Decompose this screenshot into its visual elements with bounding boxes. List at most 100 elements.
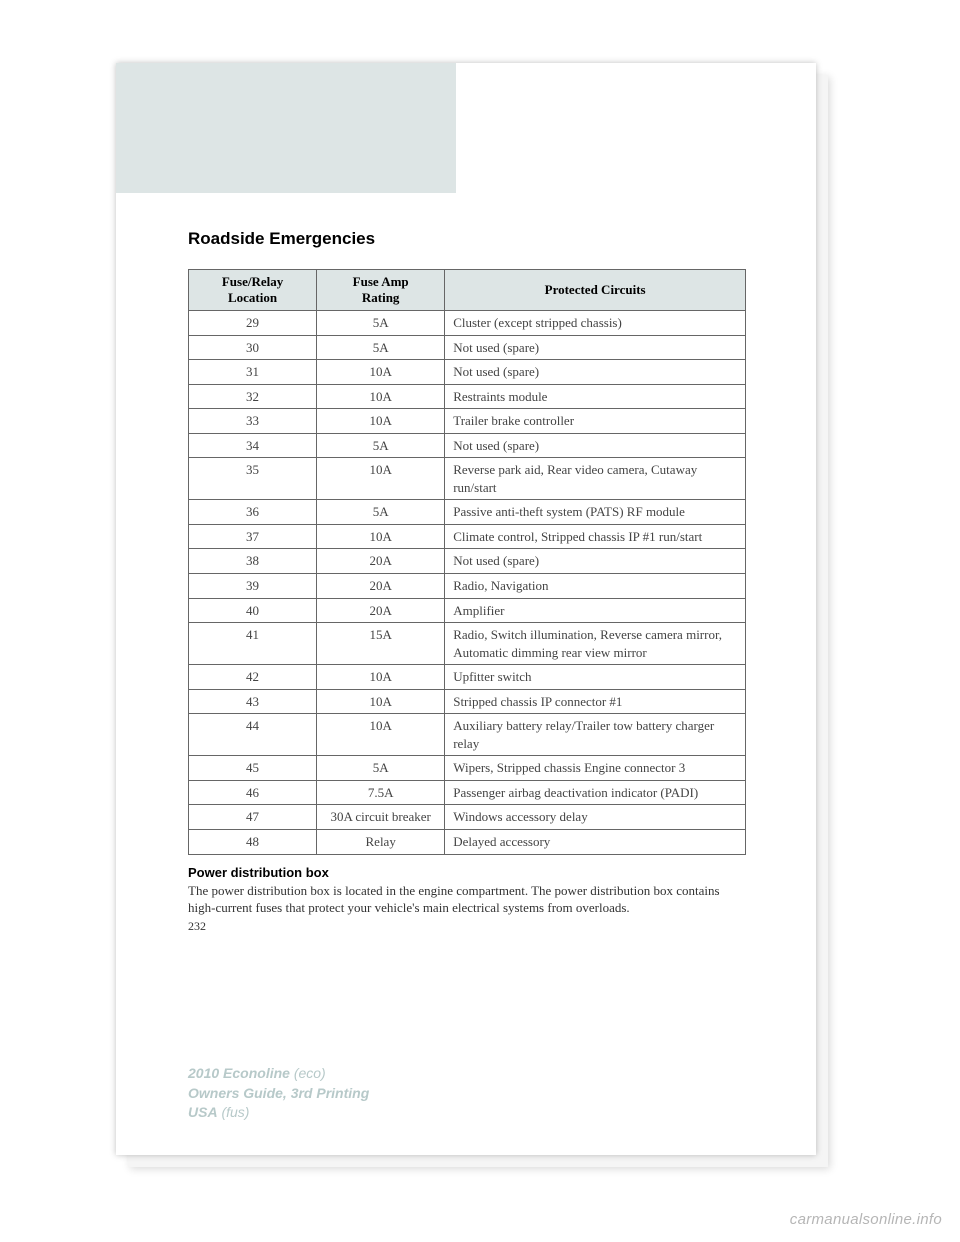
cell-circuits: Reverse park aid, Rear video camera, Cut… bbox=[445, 458, 746, 500]
table-row: 305ANot used (spare) bbox=[189, 335, 746, 360]
th-amp-l2: Rating bbox=[362, 290, 400, 305]
cell-circuits: Stripped chassis IP connector #1 bbox=[445, 689, 746, 714]
content-area: Roadside Emergencies Fuse/Relay Location… bbox=[116, 229, 816, 934]
cell-location: 34 bbox=[189, 433, 317, 458]
cell-amp: 20A bbox=[317, 549, 445, 574]
th-amp-l1: Fuse Amp bbox=[353, 274, 409, 289]
footer-region-code: (fus) bbox=[218, 1104, 250, 1120]
table-row: 3110ANot used (spare) bbox=[189, 360, 746, 385]
table-row: 3820ANot used (spare) bbox=[189, 549, 746, 574]
cell-location: 39 bbox=[189, 574, 317, 599]
table-row: 467.5APassenger airbag deactivation indi… bbox=[189, 780, 746, 805]
cell-amp: 30A circuit breaker bbox=[317, 805, 445, 830]
cell-location: 47 bbox=[189, 805, 317, 830]
cell-circuits: Cluster (except stripped chassis) bbox=[445, 311, 746, 336]
cell-location: 31 bbox=[189, 360, 317, 385]
table-row: 4730A circuit breakerWindows accessory d… bbox=[189, 805, 746, 830]
cell-location: 33 bbox=[189, 409, 317, 434]
cell-circuits: Radio, Switch illumination, Reverse came… bbox=[445, 623, 746, 665]
cell-location: 44 bbox=[189, 714, 317, 756]
watermark: carmanualsonline.info bbox=[790, 1211, 942, 1228]
footer-line-2: Owners Guide, 3rd Printing bbox=[188, 1084, 369, 1104]
cell-circuits: Passenger airbag deactivation indicator … bbox=[445, 780, 746, 805]
header-grey-block bbox=[116, 63, 456, 193]
cell-amp: 5A bbox=[317, 335, 445, 360]
cell-circuits: Trailer brake controller bbox=[445, 409, 746, 434]
cell-circuits: Not used (spare) bbox=[445, 360, 746, 385]
subsection-body: The power distribution box is located in… bbox=[188, 882, 746, 917]
cell-location: 35 bbox=[189, 458, 317, 500]
cell-amp: 10A bbox=[317, 524, 445, 549]
table-row: 365APassive anti-theft system (PATS) RF … bbox=[189, 500, 746, 525]
footer-line-3: USA (fus) bbox=[188, 1103, 369, 1123]
th-location-l1: Fuse/Relay bbox=[222, 274, 283, 289]
cell-amp: 5A bbox=[317, 500, 445, 525]
page-number: 232 bbox=[188, 919, 746, 934]
cell-location: 41 bbox=[189, 623, 317, 665]
cell-location: 48 bbox=[189, 830, 317, 855]
cell-amp: 10A bbox=[317, 458, 445, 500]
cell-amp: 10A bbox=[317, 714, 445, 756]
cell-location: 36 bbox=[189, 500, 317, 525]
table-row: 455AWipers, Stripped chassis Engine conn… bbox=[189, 756, 746, 781]
th-circuits: Protected Circuits bbox=[445, 270, 746, 311]
cell-circuits: Passive anti-theft system (PATS) RF modu… bbox=[445, 500, 746, 525]
cell-location: 42 bbox=[189, 665, 317, 690]
table-row: 295ACluster (except stripped chassis) bbox=[189, 311, 746, 336]
th-location-l2: Location bbox=[228, 290, 277, 305]
cell-location: 32 bbox=[189, 384, 317, 409]
footer-line-1: 2010 Econoline (eco) bbox=[188, 1064, 369, 1084]
table-row: 4020AAmplifier bbox=[189, 598, 746, 623]
cell-amp: 10A bbox=[317, 384, 445, 409]
cell-location: 37 bbox=[189, 524, 317, 549]
cell-amp: 7.5A bbox=[317, 780, 445, 805]
manual-page: Roadside Emergencies Fuse/Relay Location… bbox=[116, 63, 816, 1155]
cell-amp: 20A bbox=[317, 598, 445, 623]
cell-amp: 5A bbox=[317, 756, 445, 781]
cell-circuits: Amplifier bbox=[445, 598, 746, 623]
table-row: 345ANot used (spare) bbox=[189, 433, 746, 458]
cell-amp: 15A bbox=[317, 623, 445, 665]
cell-circuits: Radio, Navigation bbox=[445, 574, 746, 599]
subsection-heading: Power distribution box bbox=[188, 865, 746, 880]
table-header-row: Fuse/Relay Location Fuse Amp Rating Prot… bbox=[189, 270, 746, 311]
table-row: 3920ARadio, Navigation bbox=[189, 574, 746, 599]
cell-circuits: Wipers, Stripped chassis Engine connecto… bbox=[445, 756, 746, 781]
cell-location: 46 bbox=[189, 780, 317, 805]
footer: 2010 Econoline (eco) Owners Guide, 3rd P… bbox=[188, 1064, 369, 1123]
cell-location: 38 bbox=[189, 549, 317, 574]
table-row: 4115ARadio, Switch illumination, Reverse… bbox=[189, 623, 746, 665]
table-row: 48RelayDelayed accessory bbox=[189, 830, 746, 855]
cell-circuits: Delayed accessory bbox=[445, 830, 746, 855]
fuse-table: Fuse/Relay Location Fuse Amp Rating Prot… bbox=[188, 269, 746, 855]
cell-location: 43 bbox=[189, 689, 317, 714]
cell-amp: 10A bbox=[317, 409, 445, 434]
table-row: 3210ARestraints module bbox=[189, 384, 746, 409]
fuse-tbody: 295ACluster (except stripped chassis)305… bbox=[189, 311, 746, 855]
table-row: 3310ATrailer brake controller bbox=[189, 409, 746, 434]
table-row: 4410AAuxiliary battery relay/Trailer tow… bbox=[189, 714, 746, 756]
cell-amp: 20A bbox=[317, 574, 445, 599]
cell-circuits: Not used (spare) bbox=[445, 335, 746, 360]
footer-model: 2010 Econoline bbox=[188, 1065, 290, 1081]
cell-amp: 5A bbox=[317, 311, 445, 336]
footer-model-code: (eco) bbox=[290, 1065, 326, 1081]
cell-circuits: Auxiliary battery relay/Trailer tow batt… bbox=[445, 714, 746, 756]
footer-region: USA bbox=[188, 1104, 218, 1120]
cell-circuits: Upfitter switch bbox=[445, 665, 746, 690]
cell-circuits: Not used (spare) bbox=[445, 433, 746, 458]
cell-amp: 10A bbox=[317, 689, 445, 714]
cell-amp: 5A bbox=[317, 433, 445, 458]
cell-amp: 10A bbox=[317, 665, 445, 690]
table-row: 3710AClimate control, Stripped chassis I… bbox=[189, 524, 746, 549]
cell-circuits: Climate control, Stripped chassis IP #1 … bbox=[445, 524, 746, 549]
cell-amp: Relay bbox=[317, 830, 445, 855]
table-row: 4310AStripped chassis IP connector #1 bbox=[189, 689, 746, 714]
cell-location: 30 bbox=[189, 335, 317, 360]
cell-circuits: Restraints module bbox=[445, 384, 746, 409]
cell-circuits: Not used (spare) bbox=[445, 549, 746, 574]
cell-amp: 10A bbox=[317, 360, 445, 385]
cell-location: 29 bbox=[189, 311, 317, 336]
cell-circuits: Windows accessory delay bbox=[445, 805, 746, 830]
section-title: Roadside Emergencies bbox=[188, 229, 746, 249]
